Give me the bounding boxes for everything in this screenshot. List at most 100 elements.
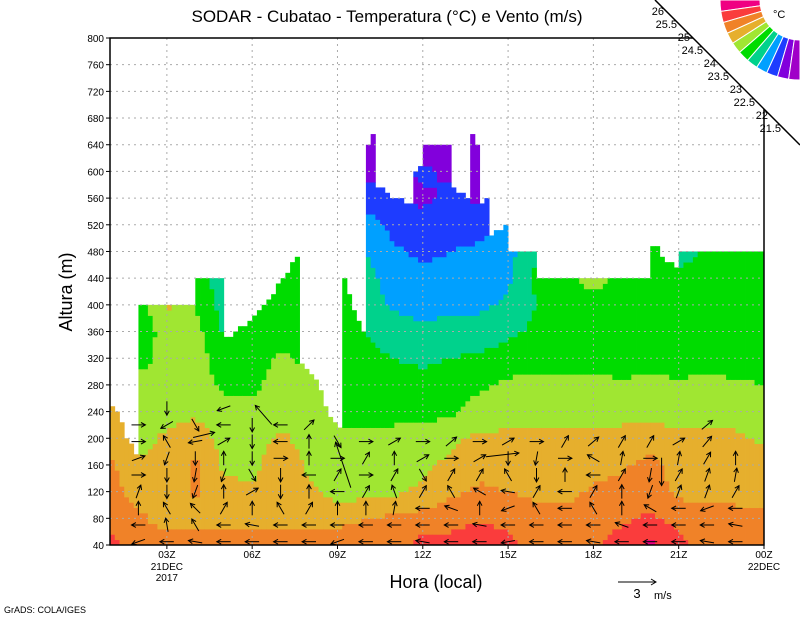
temperature-cell bbox=[418, 166, 424, 183]
temperature-cell bbox=[437, 363, 443, 418]
temperature-cell bbox=[541, 502, 547, 546]
temperature-cell bbox=[745, 438, 751, 509]
wind-arrow bbox=[613, 538, 629, 545]
wind-arrow bbox=[135, 500, 142, 516]
temperature-cell bbox=[678, 534, 684, 546]
temperature-cell bbox=[470, 432, 476, 487]
temperature-cell bbox=[261, 304, 267, 380]
temperature-cell bbox=[527, 320, 533, 375]
temperature-cell bbox=[664, 480, 670, 525]
temperature-cell bbox=[427, 203, 433, 263]
temperature-cell bbox=[389, 198, 395, 242]
temperature-cell bbox=[266, 299, 272, 370]
temperature-cell bbox=[384, 352, 391, 428]
temperature-cell bbox=[650, 422, 656, 455]
temperature-cell bbox=[375, 219, 381, 279]
temperature-cell bbox=[422, 422, 428, 477]
temperature-cell bbox=[716, 427, 722, 503]
temperature-cell bbox=[474, 523, 481, 546]
temperature-cell bbox=[588, 374, 594, 428]
temperature-cell bbox=[176, 422, 182, 530]
wind-arrow bbox=[390, 484, 398, 499]
temperature-cell bbox=[346, 502, 353, 525]
wind-arrow bbox=[445, 436, 458, 447]
temperature-cell bbox=[346, 427, 353, 503]
wind-arrow bbox=[533, 451, 539, 467]
wind-arrow bbox=[485, 450, 520, 458]
temperature-cell bbox=[617, 379, 623, 428]
temperature-cell bbox=[204, 528, 210, 546]
temperature-cell bbox=[418, 422, 424, 482]
temperature-cell bbox=[370, 267, 376, 343]
wind-arrow bbox=[390, 467, 399, 482]
temperature-cell bbox=[143, 304, 149, 370]
temperature-cell bbox=[432, 464, 438, 509]
wind-arrow bbox=[386, 522, 402, 528]
temperature-cell bbox=[735, 251, 741, 380]
temperature-cell bbox=[171, 528, 177, 546]
temperature-cell bbox=[612, 278, 618, 380]
temperature-cell bbox=[365, 144, 372, 183]
wind-arrow bbox=[216, 405, 231, 412]
temperature-cell bbox=[365, 256, 372, 338]
temperature-cell bbox=[697, 374, 703, 428]
temperature-cell bbox=[702, 502, 708, 546]
wind-arrow bbox=[388, 437, 402, 446]
temperature-cell bbox=[726, 379, 732, 428]
temperature-cell bbox=[451, 496, 457, 530]
temperature-cell bbox=[214, 278, 220, 311]
temperature-cell bbox=[280, 278, 286, 354]
wind-arrow bbox=[618, 483, 625, 499]
temperature-cell bbox=[470, 203, 476, 247]
temperature-cell bbox=[508, 251, 514, 284]
wind-arrow bbox=[727, 521, 743, 528]
y-tick-label: 680 bbox=[87, 114, 104, 125]
temperature-cell bbox=[602, 278, 609, 284]
temperature-cell bbox=[200, 528, 206, 546]
wind-arrow bbox=[585, 522, 601, 528]
temperature-cell bbox=[114, 539, 120, 546]
temperature-cell bbox=[328, 496, 334, 530]
temperature-cell bbox=[285, 528, 291, 546]
temperature-cell bbox=[489, 384, 495, 434]
temperature-cell bbox=[745, 251, 751, 380]
wind-arrow bbox=[272, 522, 288, 528]
wind-arrow bbox=[191, 484, 199, 500]
temperature-cell bbox=[152, 304, 158, 332]
temperature-cell bbox=[617, 528, 623, 546]
temperature-cell bbox=[711, 502, 718, 546]
temperature-cell bbox=[256, 528, 263, 546]
temperature-cell bbox=[645, 512, 651, 541]
wind-arrow bbox=[164, 484, 170, 500]
wind-arrow bbox=[163, 451, 170, 466]
temperature-cell bbox=[640, 459, 646, 514]
wind-arrow bbox=[556, 488, 572, 495]
temperature-cell bbox=[522, 427, 528, 498]
temperature-cell bbox=[531, 251, 537, 268]
temperature-cell bbox=[332, 422, 338, 503]
temperature-cell bbox=[493, 432, 500, 487]
temperature-cell bbox=[242, 528, 248, 546]
temperature-cell bbox=[489, 523, 495, 546]
temperature-cell bbox=[455, 528, 462, 546]
temperature-cell bbox=[508, 427, 514, 493]
temperature-cell bbox=[380, 224, 386, 295]
temperature-cell bbox=[190, 304, 196, 418]
temperature-cell bbox=[422, 262, 428, 322]
wind-arrow bbox=[131, 438, 147, 445]
temperature-cell bbox=[370, 518, 376, 546]
wind-arrow bbox=[189, 502, 201, 514]
temperature-cell bbox=[271, 438, 277, 530]
temperature-cell bbox=[152, 523, 158, 546]
temperature-cell bbox=[318, 491, 324, 530]
temperature-cell bbox=[484, 523, 490, 546]
temperature-cell bbox=[474, 352, 481, 396]
y-tick-label: 440 bbox=[87, 274, 104, 285]
temperature-cell bbox=[271, 528, 277, 546]
temperature-cell bbox=[138, 304, 144, 370]
colorbar-label: 25 bbox=[678, 32, 690, 44]
wind-arrow bbox=[699, 522, 715, 528]
temperature-cell bbox=[522, 251, 528, 332]
wind-arrow bbox=[191, 518, 200, 532]
temperature-cell bbox=[536, 427, 542, 503]
